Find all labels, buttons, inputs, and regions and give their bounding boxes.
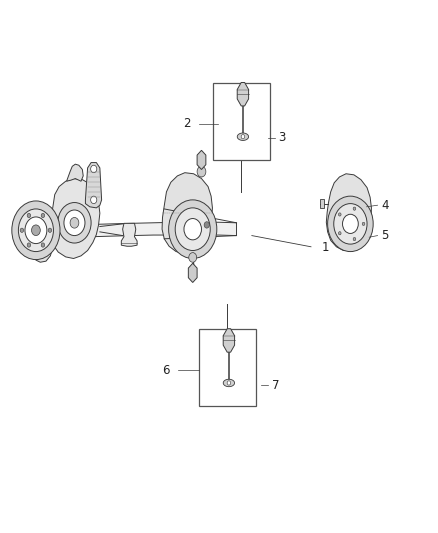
FancyBboxPatch shape [213, 83, 270, 160]
Polygon shape [67, 164, 83, 181]
Circle shape [169, 200, 217, 259]
Polygon shape [237, 133, 249, 140]
Polygon shape [188, 263, 197, 282]
Polygon shape [237, 83, 249, 106]
Polygon shape [197, 150, 206, 169]
Polygon shape [121, 223, 137, 246]
Text: 5: 5 [381, 229, 389, 242]
Circle shape [334, 204, 367, 244]
FancyBboxPatch shape [199, 329, 256, 406]
Circle shape [32, 225, 40, 236]
Polygon shape [34, 208, 53, 229]
Text: 6: 6 [162, 364, 170, 377]
Circle shape [343, 214, 358, 233]
Circle shape [353, 238, 356, 241]
Circle shape [20, 228, 24, 232]
Text: 2: 2 [183, 117, 191, 130]
Text: 3: 3 [278, 131, 286, 144]
Text: 4: 4 [381, 199, 389, 212]
Circle shape [362, 222, 365, 225]
Polygon shape [326, 174, 371, 251]
Polygon shape [223, 329, 235, 352]
Circle shape [241, 135, 245, 139]
Polygon shape [223, 379, 235, 386]
Circle shape [339, 232, 341, 235]
Circle shape [70, 217, 79, 228]
Circle shape [204, 222, 209, 228]
Circle shape [189, 253, 197, 262]
Circle shape [91, 196, 97, 204]
Circle shape [48, 228, 52, 232]
Circle shape [328, 196, 373, 252]
Polygon shape [34, 243, 53, 262]
Circle shape [197, 166, 206, 177]
Circle shape [64, 210, 85, 236]
Circle shape [91, 165, 97, 173]
Circle shape [175, 208, 210, 251]
Circle shape [58, 203, 91, 243]
Circle shape [339, 213, 341, 216]
Polygon shape [94, 222, 237, 237]
Circle shape [27, 243, 31, 247]
Text: 1: 1 [322, 241, 329, 254]
Text: 7: 7 [272, 379, 279, 392]
Polygon shape [320, 199, 324, 208]
Polygon shape [85, 163, 102, 208]
Polygon shape [162, 173, 212, 253]
Circle shape [18, 209, 53, 252]
Circle shape [353, 207, 356, 210]
Circle shape [12, 201, 60, 260]
Circle shape [27, 213, 31, 217]
Polygon shape [50, 179, 100, 259]
Circle shape [25, 217, 47, 244]
Circle shape [227, 381, 231, 385]
Circle shape [41, 243, 45, 247]
Circle shape [41, 213, 45, 217]
Circle shape [184, 219, 201, 240]
